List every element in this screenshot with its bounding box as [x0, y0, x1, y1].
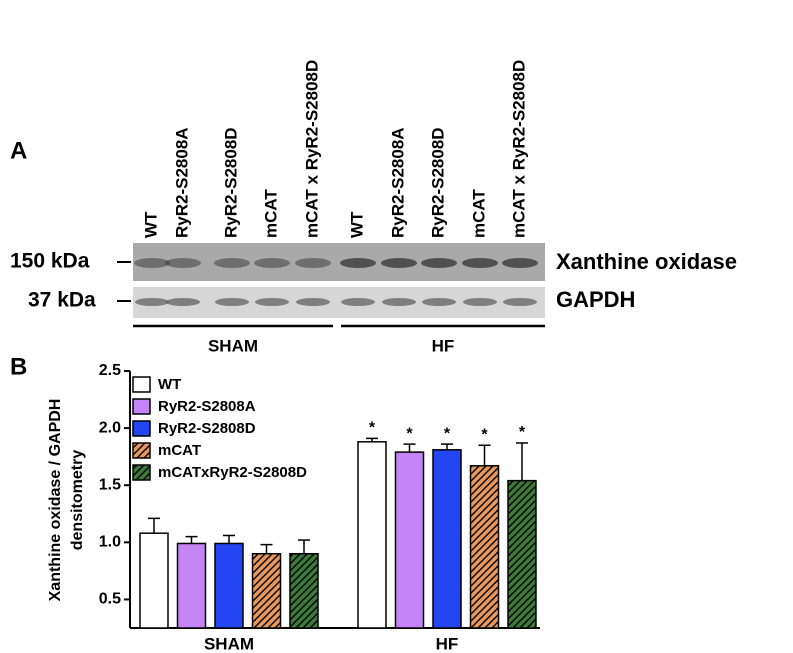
- kda-label: 150 kDa: [10, 250, 90, 273]
- blot-band: [341, 298, 375, 306]
- blot-band: [165, 258, 201, 268]
- lane-label: RyR2-S2808D: [428, 127, 447, 238]
- x-tick-label: HF: [436, 634, 459, 653]
- legend-swatch: [132, 442, 151, 459]
- lane-label: mCAT x RyR2-S2808D: [509, 60, 528, 238]
- legend-label: mCAT: [158, 442, 201, 459]
- bar: [432, 449, 462, 629]
- legend-label: WT: [158, 376, 181, 393]
- kda-label: 37 kDa: [28, 289, 96, 312]
- legend-label: RyR2-S2808A: [158, 398, 256, 415]
- blot-band: [295, 258, 331, 268]
- legend-swatch: [132, 420, 151, 437]
- legend-swatch: [132, 376, 151, 393]
- lane-label: WT: [141, 211, 160, 238]
- significance-marker: *: [444, 425, 451, 442]
- y-tick-label: 2.5: [99, 362, 121, 379]
- blot-band: [135, 298, 169, 306]
- bar: [251, 553, 282, 629]
- blot-band: [463, 298, 497, 306]
- blot-band: [214, 258, 250, 268]
- panel-label: B: [10, 353, 27, 380]
- y-axis-label: densitometry: [69, 450, 86, 551]
- lane-label: mCAT x RyR2-S2808D: [302, 60, 321, 238]
- group-label: HF: [432, 336, 455, 355]
- blot-band: [382, 298, 416, 306]
- bar: [469, 465, 500, 629]
- blot-band: [296, 298, 330, 306]
- bar: [214, 542, 244, 629]
- blot-band: [134, 258, 170, 268]
- blot-band: [215, 298, 249, 306]
- lane-label: mCAT: [469, 189, 488, 238]
- bar: [139, 532, 169, 629]
- blot-band: [422, 298, 456, 306]
- legend-label: mCATxRyR2-S2808D: [158, 464, 307, 481]
- blot-band: [166, 298, 200, 306]
- significance-marker: *: [406, 425, 413, 442]
- bar: [176, 542, 207, 629]
- blot-band: [254, 258, 290, 268]
- lane-label: RyR2-S2808D: [221, 127, 240, 238]
- blot-band: [340, 258, 376, 268]
- y-tick-label: 2.0: [99, 419, 121, 436]
- protein-label: Xanthine oxidase: [556, 249, 737, 274]
- blot-band: [381, 258, 417, 268]
- significance-marker: *: [369, 420, 376, 437]
- y-axis-label: Xanthine oxidase / GAPDH: [47, 399, 64, 602]
- lane-label: RyR2-S2808A: [388, 127, 407, 238]
- legend-label: RyR2-S2808D: [158, 420, 256, 437]
- blot-band: [255, 298, 289, 306]
- x-tick-label: SHAM: [204, 634, 254, 653]
- group-label: SHAM: [208, 336, 258, 355]
- blot-band: [503, 298, 537, 306]
- blot-band: [502, 258, 538, 268]
- bar: [394, 451, 425, 629]
- y-tick-label: 1.5: [99, 476, 121, 493]
- protein-label: GAPDH: [556, 287, 635, 312]
- legend-swatch: [132, 464, 151, 481]
- blot-band: [421, 258, 457, 268]
- bar: [289, 553, 319, 629]
- legend-swatch: [132, 398, 151, 415]
- significance-marker: *: [519, 424, 526, 441]
- blot-band: [462, 258, 498, 268]
- bar: [507, 479, 537, 629]
- lane-label: mCAT: [261, 189, 280, 238]
- significance-marker: *: [481, 426, 488, 443]
- y-tick-label: 0.5: [99, 591, 121, 608]
- y-tick-label: 1.0: [99, 534, 121, 551]
- lane-label: WT: [347, 211, 366, 238]
- bar: [357, 441, 387, 629]
- lane-label: RyR2-S2808A: [172, 127, 191, 238]
- panel-label: A: [10, 137, 27, 164]
